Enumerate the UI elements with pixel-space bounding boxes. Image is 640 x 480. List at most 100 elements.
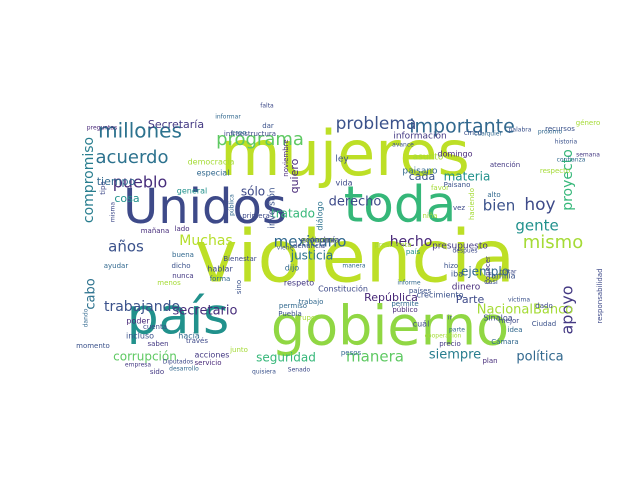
word-cloud-word: país [127, 288, 229, 346]
word-cloud-word: Parte [456, 293, 485, 306]
word-cloud-word: manera [342, 263, 365, 270]
word-cloud-word: servicio [195, 359, 222, 367]
word-cloud-word: haciendo [468, 188, 476, 220]
word-cloud-word: próximo [538, 129, 563, 136]
word-cloud-word: público [392, 306, 417, 314]
word-cloud-word: dijo [285, 264, 300, 273]
word-cloud-word: infraestructura [224, 130, 276, 138]
word-cloud-word: mexicano [274, 233, 347, 251]
word-cloud-word: cualquier [474, 131, 502, 138]
word-cloud-word: semana [576, 152, 600, 159]
word-cloud-word: millones [98, 119, 182, 143]
word-cloud-word: plan [482, 357, 497, 365]
word-cloud-word: mejor [499, 317, 519, 325]
word-cloud-word: economía [300, 236, 339, 245]
word-cloud-word: dicho [172, 262, 191, 270]
word-cloud-word: hecho [390, 234, 433, 250]
word-cloud-word: sido [150, 368, 164, 376]
word-cloud-word: tratar [500, 269, 518, 276]
word-cloud-word: siempre [429, 348, 481, 363]
word-cloud-word: hablar [207, 265, 233, 274]
word-cloud-word: crecimiento [416, 291, 463, 300]
word-cloud-word: problema [336, 114, 417, 134]
word-cloud-word: acuerdo [96, 147, 169, 168]
word-cloud-word: pública [229, 194, 236, 216]
word-cloud-word: tratado [271, 207, 315, 221]
word-cloud-word: buena [172, 251, 194, 259]
word-cloud-word: ley [335, 155, 349, 165]
word-cloud-word: podemos [302, 236, 339, 245]
word-cloud-word: compromiso [81, 137, 97, 223]
word-cloud-word: informar [215, 114, 241, 121]
word-cloud-word: democracia [188, 158, 235, 167]
word-cloud-word: cada [409, 170, 436, 183]
word-cloud-word: Sinaloa [483, 314, 512, 323]
word-cloud-word: Constitución [318, 284, 368, 294]
word-cloud-word: ejemplo [461, 265, 509, 279]
word-cloud-word: casi [484, 278, 498, 286]
word-cloud-word: pesos [341, 349, 362, 357]
word-cloud-word: veces [308, 236, 331, 245]
word-cloud-word: conocer [484, 256, 492, 284]
word-cloud-word: tipo [99, 181, 107, 194]
word-cloud-word: Muchas [179, 233, 232, 249]
word-cloud-word: ir [448, 315, 453, 322]
word-cloud-word: género [576, 119, 601, 127]
word-cloud-word: falta [260, 103, 274, 110]
word-cloud-word: derecho [329, 195, 382, 210]
word-cloud-word: secretario [173, 304, 238, 319]
word-cloud-word: presupuesto [432, 242, 488, 252]
word-cloud-word: menos [157, 279, 181, 287]
word-cloud-word: cinco [464, 129, 482, 137]
word-cloud-word: dar [262, 122, 274, 130]
word-cloud-word: bien [483, 197, 515, 215]
word-cloud-word: años [108, 238, 144, 256]
word-cloud-word: justicia [290, 249, 334, 263]
word-cloud-word: saben [147, 340, 168, 348]
word-cloud-word: Paisano [444, 181, 471, 189]
word-cloud-word: cabo [84, 278, 99, 309]
word-cloud-word: vida [336, 179, 353, 188]
word-cloud-word: inversión [267, 187, 278, 228]
word-cloud-word: incluso [126, 332, 154, 341]
word-cloud-word: Cámara [491, 338, 518, 346]
word-cloud-word: noviembre [282, 139, 290, 176]
word-cloud-word: política [516, 350, 563, 365]
word-cloud-word: vez [453, 204, 465, 212]
word-cloud-word: asunto [413, 153, 444, 163]
word-cloud-word: quiero [288, 158, 301, 193]
word-cloud-word: país [406, 248, 421, 256]
word-cloud-word: proyecto [560, 149, 576, 211]
word-cloud-word: lado [175, 225, 190, 233]
word-cloud-word: víctima [508, 297, 530, 304]
word-cloud-word: cuál [413, 320, 430, 329]
word-cloud-word: tiempo [97, 175, 136, 188]
word-cloud-word: información [393, 131, 446, 142]
word-cloud-word: presidenta [374, 241, 411, 249]
word-cloud-word: grupo [295, 314, 315, 322]
word-cloud-word: seguridad [256, 351, 316, 365]
word-cloud-word: idea [508, 326, 523, 334]
word-cloud-word: trabajo [299, 298, 324, 306]
word-cloud-word: poder [126, 317, 150, 326]
word-cloud-word: países [409, 287, 432, 295]
word-cloud-word: programa [216, 129, 304, 150]
word-cloud-word: dinero [452, 283, 481, 293]
word-cloud-word: importante [409, 116, 515, 138]
word-cloud-word: cooperación [425, 333, 462, 340]
word-cloud-word: diálogo [316, 201, 325, 230]
word-cloud-word: familia [488, 272, 515, 281]
word-cloud-word: informe [397, 280, 420, 287]
word-cloud-word: Bienestar [223, 255, 256, 263]
word-cloud-word: denuncia [293, 242, 325, 250]
word-cloud-word: pueblo [113, 173, 168, 192]
word-cloud-word: permite [391, 300, 418, 308]
word-cloud-word: Unidos [123, 179, 287, 235]
word-cloud-word: alto [487, 191, 500, 199]
word-cloud-word: cosa [114, 192, 139, 205]
word-cloud-word: mujeres [220, 117, 470, 190]
word-cloud-word: gobierno [271, 295, 509, 358]
word-cloud-word: respecto [540, 167, 570, 175]
word-cloud-word: través [186, 337, 208, 345]
